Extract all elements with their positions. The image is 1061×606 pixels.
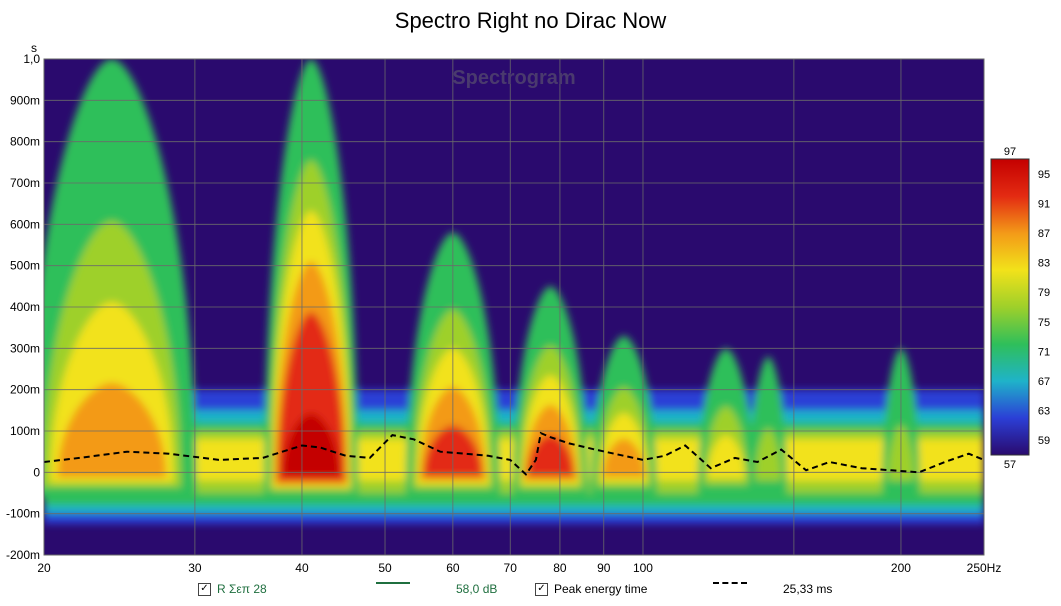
peak-energy-line-swatch bbox=[713, 582, 747, 584]
colorbar-label: 57 bbox=[1004, 459, 1016, 471]
x-tick-label: 250Hz bbox=[967, 561, 1002, 575]
colorbar-label: 83 bbox=[1038, 258, 1050, 270]
colorbar-label: 75 bbox=[1038, 317, 1050, 329]
colorbar-label: 59 bbox=[1038, 435, 1050, 447]
legend-item-peak-energy: ✓ Peak energy time bbox=[535, 582, 647, 596]
colorbar-label: 79 bbox=[1038, 287, 1050, 299]
x-tick-label: 40 bbox=[295, 561, 309, 575]
colorbar bbox=[990, 158, 1030, 456]
colorbar-label: 97 bbox=[1004, 146, 1016, 158]
resonance-ridge bbox=[755, 428, 782, 481]
resonance-ridge bbox=[707, 435, 745, 479]
x-tick-label: 20 bbox=[37, 561, 51, 575]
x-axis-ticks: 20 30 40 50 60 70 80 90 100 200 250Hz bbox=[37, 561, 1001, 575]
x-tick-label: 60 bbox=[446, 561, 460, 575]
resonance-ridge bbox=[57, 383, 166, 478]
resonance-ridge bbox=[282, 413, 340, 476]
grid-lines bbox=[44, 59, 984, 555]
colorbar-label: 63 bbox=[1038, 406, 1050, 418]
y-tick-label: 0 bbox=[33, 465, 40, 479]
y-axis-ticks: 1,0 900m 800m 700m 600m 500m 400m 300m 200m 100m 0… bbox=[6, 52, 40, 562]
legend-item-measurement: ✓ R Σεπ 28 bbox=[198, 582, 267, 596]
x-tick-label: 90 bbox=[597, 561, 611, 575]
plot-frame bbox=[43, 58, 985, 556]
measurement-value: 58,0 dB bbox=[456, 582, 497, 596]
y-tick-label: 800m bbox=[10, 135, 40, 149]
resonance-ridge bbox=[527, 434, 575, 477]
measurement-value-text: 58,0 dB bbox=[456, 582, 498, 596]
colorbar-label: 67 bbox=[1038, 376, 1050, 388]
colorbar-label: 95 bbox=[1038, 169, 1050, 181]
y-tick-label: 200m bbox=[10, 383, 40, 397]
y-tick-label: 600m bbox=[10, 217, 40, 231]
y-tick-label: 300m bbox=[10, 341, 40, 355]
spectrogram-watermark: Spectrogram bbox=[452, 67, 575, 89]
colorbar-label: 87 bbox=[1038, 228, 1050, 240]
y-tick-label: 500m bbox=[10, 259, 40, 273]
y-axis-unit: s bbox=[31, 41, 37, 55]
resonance-ridge bbox=[602, 438, 645, 478]
colorbar-label: 91 bbox=[1038, 198, 1050, 210]
x-tick-label: 30 bbox=[188, 561, 202, 575]
measurement-name: R Σεπ 28 bbox=[217, 582, 267, 596]
x-tick-label: 80 bbox=[553, 561, 567, 575]
x-tick-label: 50 bbox=[378, 561, 392, 575]
chart-title: Spectro Right no Dirac Now bbox=[394, 8, 667, 33]
x-tick-label: 70 bbox=[504, 561, 518, 575]
peak-energy-value-text: 25,33 ms bbox=[783, 582, 833, 596]
peak-energy-name: Peak energy time bbox=[554, 582, 648, 596]
y-tick-label: 900m bbox=[10, 93, 40, 107]
y-tick-label: 700m bbox=[10, 176, 40, 190]
colorbar-ticks: 97 95 91 87 83 79 75 71 67 63 59 57 bbox=[1004, 146, 1050, 471]
y-tick-label: -100m bbox=[6, 507, 40, 521]
y-tick-label: 400m bbox=[10, 300, 40, 314]
peak-energy-checkbox[interactable]: ✓ bbox=[535, 582, 548, 596]
y-tick-label: -200m bbox=[6, 548, 40, 562]
peak-energy-value: 25,33 ms bbox=[783, 582, 832, 596]
x-tick-label: 200 bbox=[891, 561, 911, 575]
x-tick-label: 100 bbox=[633, 561, 653, 575]
colorbar-label: 71 bbox=[1038, 346, 1050, 358]
heatmap-layer bbox=[44, 59, 984, 524]
y-tick-label: 100m bbox=[10, 424, 40, 438]
peak-energy-time-line bbox=[44, 431, 984, 476]
y-tick-label: 1,0 bbox=[23, 52, 40, 66]
measurement-checkbox[interactable]: ✓ bbox=[198, 582, 211, 596]
measurement-line-swatch bbox=[376, 582, 410, 584]
